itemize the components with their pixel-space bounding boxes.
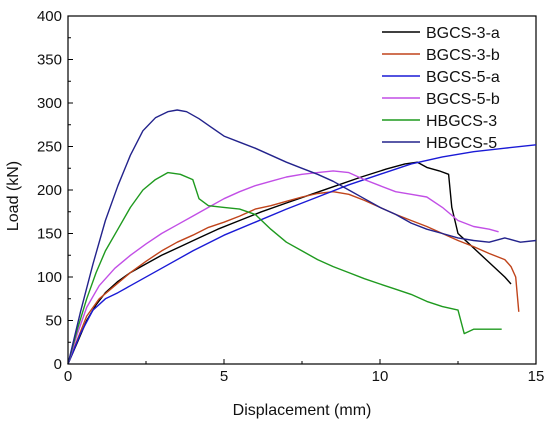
legend-label: HBGCS-3 (426, 113, 497, 130)
y-tick-label: 350 (37, 52, 62, 69)
series-layer (67, 109, 537, 365)
legend-label: HBGCS-5 (426, 135, 497, 152)
y-tick-label: 400 (37, 8, 62, 25)
y-tick-label: 250 (37, 139, 62, 156)
series-line-hbgcs-5 (67, 109, 537, 365)
legend-label: BGCS-3-a (426, 25, 500, 42)
y-tick-label: 0 (54, 356, 62, 373)
x-tick-label: 5 (220, 368, 228, 385)
y-tick-label: 200 (37, 182, 62, 199)
series-line-bgcs-5-a (67, 144, 537, 365)
y-tick-label: 300 (37, 95, 62, 112)
y-tick-label: 50 (45, 313, 62, 330)
x-tick-label: 15 (528, 368, 545, 385)
legend: BGCS-3-a BGCS-3-b BGCS-5-a BGCS-5-b HBGCS-3 H… (382, 25, 500, 152)
legend-label: BGCS-5-b (426, 91, 500, 108)
series-line-hbgcs-3 (67, 171, 502, 365)
x-tick-label: 10 (372, 368, 389, 385)
y-tick-label: 100 (37, 269, 62, 286)
series-line-bgcs-3-a (67, 161, 512, 365)
y-tick-label: 150 (37, 226, 62, 243)
legend-label: BGCS-5-a (426, 69, 500, 86)
series-line-bgcs-5-b (67, 170, 499, 365)
legend-label: BGCS-3-b (426, 47, 500, 64)
x-tick-label: 0 (64, 368, 72, 385)
series-line-bgcs-3-b (67, 190, 520, 365)
y-axis-title: Load (kN) (5, 161, 22, 231)
x-axis-title: Displacement (mm) (233, 402, 372, 419)
